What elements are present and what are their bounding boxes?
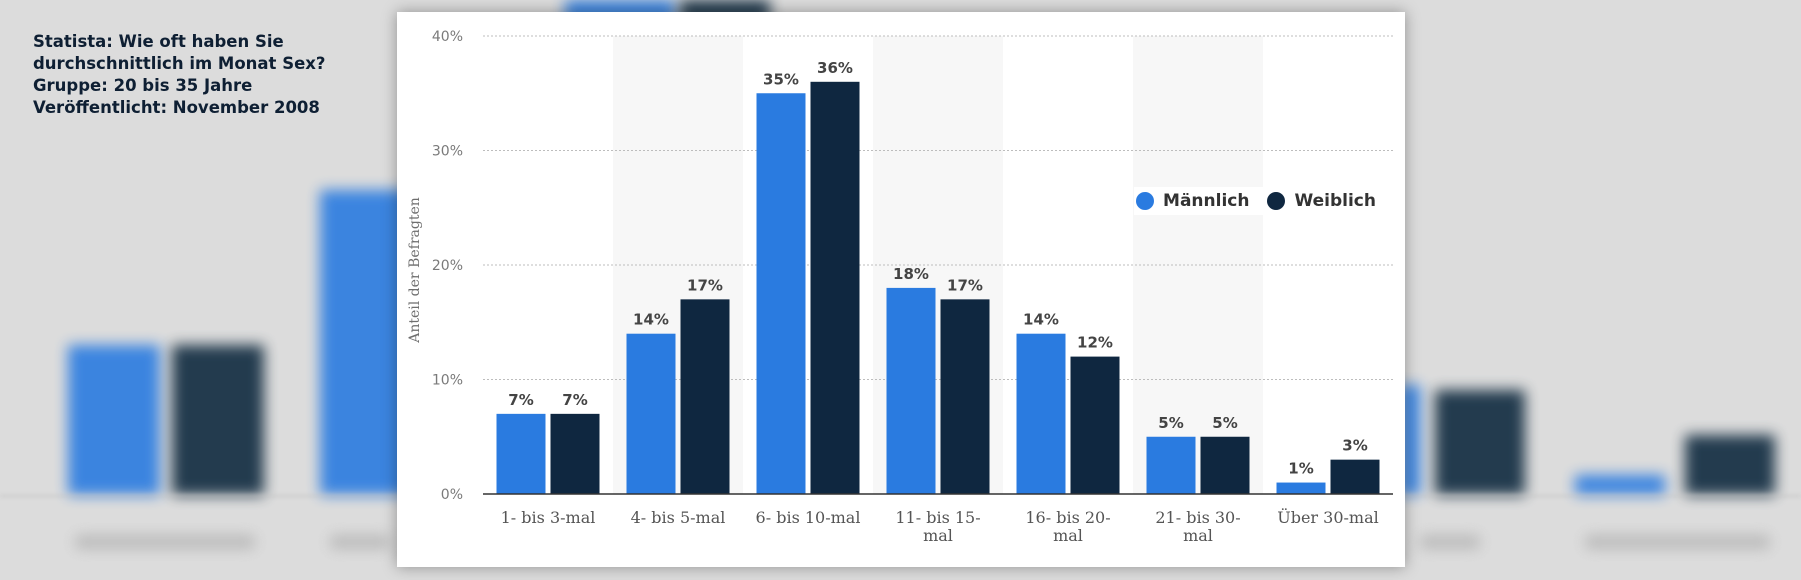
legend-item-male[interactable]: Männlich	[1136, 191, 1249, 211]
legend-dot-male-icon	[1136, 192, 1155, 210]
x-tick-label: 4- bis 5-mal	[631, 508, 726, 527]
y-tick-label: 30%	[432, 144, 463, 160]
caption-line: Veröffentlicht: November 2008	[33, 98, 320, 117]
value-label: 7%	[508, 391, 533, 409]
bar-male	[626, 333, 676, 494]
value-labels: 7% 14% 35% 18% 14% 5% 1% 7% 17% 36% 17% 12% 5% 3%	[508, 59, 1367, 478]
caption-line: Statista: Wie oft haben Sie	[33, 32, 284, 51]
x-tick-label: 21- bis 30-mal	[1155, 508, 1240, 545]
value-label: 35%	[763, 70, 799, 88]
value-label: 3%	[1342, 437, 1367, 455]
bar-chart: 0% 10% 20% 30% 40% Anteil der Befragten 7% 14…	[407, 29, 1393, 545]
caption-line: Gruppe: 20 bis 35 Jahre	[33, 76, 253, 95]
legend-label-male: Männlich	[1163, 191, 1250, 211]
bar-male	[756, 93, 806, 494]
legend-dot-female-icon	[1267, 192, 1286, 210]
chart-caption: Statista: Wie oft haben Sie durchschnitt…	[33, 31, 363, 119]
legend-label-female: Weiblich	[1294, 191, 1376, 211]
bar-male	[1016, 333, 1066, 494]
y-tick-label: 40%	[432, 29, 463, 45]
y-tick-label: 20%	[432, 258, 463, 274]
value-label: 18%	[893, 265, 929, 283]
x-tick-label: 16- bis 20-mal	[1025, 508, 1110, 545]
value-label: 1%	[1288, 460, 1313, 478]
value-label: 17%	[947, 276, 983, 294]
x-tick-label: Über 30-mal	[1277, 507, 1379, 527]
bar-female	[1330, 459, 1380, 494]
legend: Männlich Weiblich	[1134, 187, 1378, 215]
value-label: 17%	[687, 276, 723, 294]
x-axis-labels: 1- bis 3-mal 4- bis 5-mal 6- bis 10-mal 11-…	[501, 507, 1379, 545]
bar-female	[680, 299, 730, 494]
y-axis-ticks: 0% 10% 20% 30% 40%	[432, 29, 463, 503]
y-tick-label: 10%	[432, 373, 463, 389]
bar-male	[1146, 436, 1196, 494]
bar-female	[1070, 356, 1120, 494]
value-label: 5%	[1158, 414, 1183, 432]
legend-item-female[interactable]: Weiblich	[1267, 191, 1376, 211]
bar-female	[550, 413, 600, 494]
y-axis-title: Anteil der Befragten	[407, 197, 423, 344]
chart-card: 0% 10% 20% 30% 40% Anteil der Befragten 7% 14…	[397, 12, 1405, 567]
bar-female	[1200, 436, 1250, 494]
bar-female	[810, 81, 860, 495]
value-label: 7%	[562, 391, 587, 409]
x-tick-label: 11- bis 15-mal	[895, 508, 980, 545]
value-label: 5%	[1212, 414, 1237, 432]
x-tick-label: 1- bis 3-mal	[501, 508, 596, 527]
y-tick-label: 0%	[441, 487, 463, 503]
bar-female	[940, 299, 990, 494]
category-band	[1133, 36, 1263, 494]
bar-male	[886, 287, 936, 494]
bars	[496, 81, 1380, 495]
value-label: 14%	[1023, 311, 1059, 329]
caption-line: durchschnittlich im Monat Sex?	[33, 54, 326, 73]
x-tick-label: 6- bis 10-mal	[756, 508, 861, 527]
bar-male	[1276, 482, 1326, 494]
value-label: 12%	[1077, 334, 1113, 352]
value-label: 36%	[817, 59, 853, 77]
bar-male	[496, 413, 546, 494]
value-label: 14%	[633, 311, 669, 329]
